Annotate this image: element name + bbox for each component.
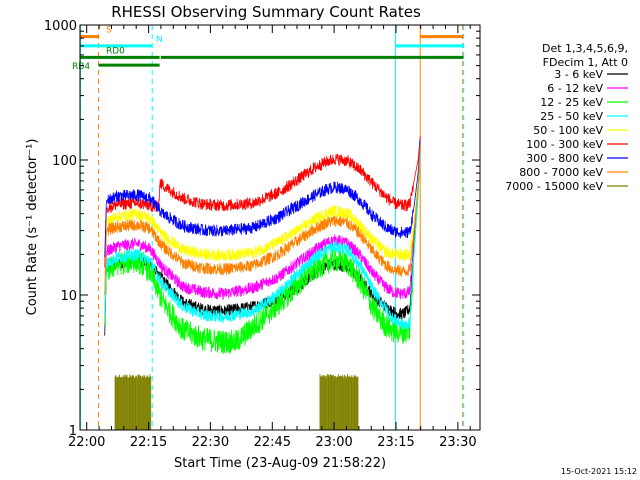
att-block-1 xyxy=(319,374,359,430)
state-bar-label: N xyxy=(156,35,163,45)
state-bar-label: RB4 xyxy=(72,62,90,72)
state-bar-rb4: RB4 xyxy=(72,62,160,72)
legend-entry-7: 800 - 7000 keV xyxy=(519,166,603,179)
series-line-3 xyxy=(104,150,421,330)
y-tick-label-1: 10 xyxy=(60,289,77,304)
state-bar-rd0: RD0 xyxy=(80,46,464,59)
y-axis-label: Count Rate (s⁻¹ detector⁻¹) xyxy=(25,139,40,316)
chart-title: RHESSI Observing Summary Count Rates xyxy=(111,3,421,21)
series-line-7 xyxy=(104,145,421,296)
legend-entry-5: 100 - 300 keV xyxy=(526,138,603,151)
legend-entry-1: 6 - 12 keV xyxy=(547,82,603,95)
legend: Det 1,3,4,5,6,9,FDecim 1, Att 03 - 6 keV… xyxy=(505,42,628,193)
x-tick-label-0: 22:00 xyxy=(68,435,105,450)
series-line-4 xyxy=(104,142,421,285)
legend-entry-3: 25 - 50 keV xyxy=(540,110,603,123)
y-tick-label-2: 100 xyxy=(52,154,77,169)
series-line-1 xyxy=(104,146,421,316)
state-bars-and-markers: S N RD0 RB4 xyxy=(72,25,465,430)
state-bar-label: S xyxy=(106,26,112,36)
x-axis-label: Start Time (23-Aug-09 21:58:22) xyxy=(174,456,386,471)
series-line-2 xyxy=(104,151,421,354)
legend-entry-6: 300 - 800 keV xyxy=(526,152,603,165)
legend-header-0: Det 1,3,4,5,6,9, xyxy=(542,42,628,55)
legend-entry-4: 50 - 100 keV xyxy=(533,124,603,137)
x-tick-label-4: 23:00 xyxy=(315,435,352,450)
series-lines xyxy=(104,136,421,354)
legend-entry-0: 3 - 6 keV xyxy=(554,68,603,81)
plot-frame xyxy=(79,24,481,431)
x-tick-label-6: 23:30 xyxy=(439,435,476,450)
axes: 1 10 100 1000 22:00 22:15 22:30 22:45 23:00 23:15… xyxy=(44,19,480,450)
x-tick-label-5: 23:15 xyxy=(377,435,414,450)
y-tick-label-3: 1000 xyxy=(44,19,77,34)
x-tick-label-1: 22:15 xyxy=(130,435,167,450)
y-tick-label-0: 1 xyxy=(69,424,77,439)
legend-entry-8: 7000 - 15000 keV xyxy=(505,180,603,193)
legend-header-1: FDecim 1, Att 0 xyxy=(543,56,628,69)
state-bar-n: N xyxy=(80,35,464,48)
series-line-6 xyxy=(104,140,421,258)
legend-entry-2: 12 - 25 keV xyxy=(540,96,603,109)
x-tick-label-2: 22:30 xyxy=(192,435,229,450)
state-bar-s: S xyxy=(80,26,464,39)
state-bar-label: RD0 xyxy=(106,46,125,56)
plot-border xyxy=(79,24,481,431)
x-tick-label-3: 22:45 xyxy=(254,435,291,450)
att-block-0 xyxy=(114,374,152,430)
footer-timestamp: 15-Oct-2021 15:12 xyxy=(561,467,637,476)
